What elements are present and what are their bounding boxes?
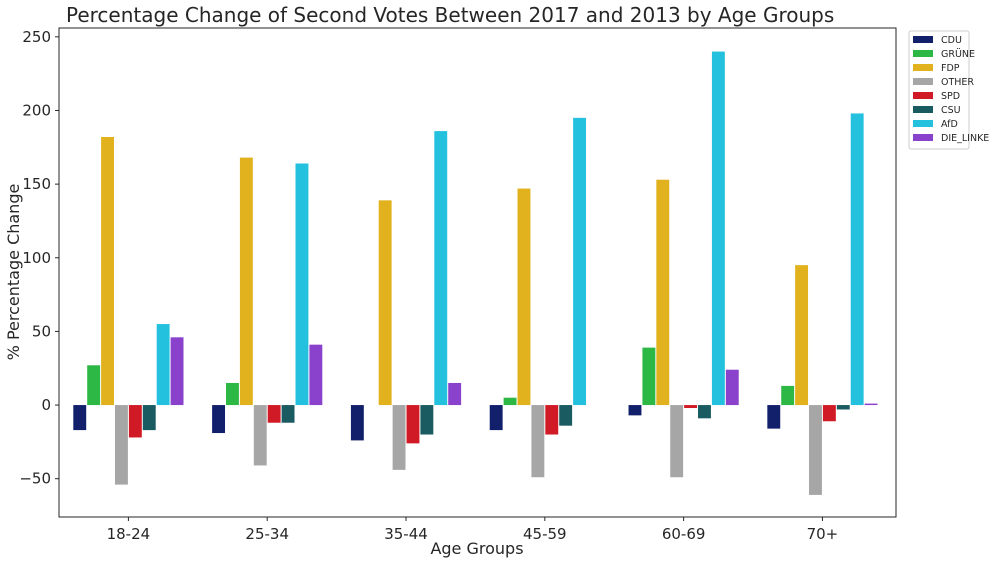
bar-other-25-34 <box>253 405 267 466</box>
x-tick-label: 18-24 <box>107 525 151 543</box>
bar-spd-60-69 <box>684 405 698 409</box>
legend-swatch-cdu <box>913 36 933 43</box>
bar-fdp-25-34 <box>239 157 253 406</box>
x-tick-label: 25-34 <box>245 525 289 543</box>
bar-die-linke-70+ <box>864 403 878 406</box>
legend-label-fdp: FDP <box>941 63 960 74</box>
bar-gr-ne-60-69 <box>642 347 656 406</box>
x-tick-label: 60-69 <box>662 525 706 543</box>
bar-die-linke-25-34 <box>309 344 323 406</box>
x-tick-label: 45-59 <box>523 525 567 543</box>
y-tick-label: 100 <box>22 249 51 267</box>
bar-fdp-45-59 <box>517 188 531 406</box>
bar-fdp-35-44 <box>378 200 392 406</box>
y-tick-label: 0 <box>41 396 51 414</box>
bar-other-60-69 <box>670 405 684 478</box>
bar-afd-18-24 <box>156 324 170 406</box>
bar-spd-35-44 <box>406 405 420 444</box>
bar-csu-60-69 <box>698 405 711 419</box>
bar-die-linke-18-24 <box>170 337 184 406</box>
legend-label-csu: CSU <box>941 105 961 116</box>
bar-spd-70+ <box>822 405 836 422</box>
legend-swatch-afd <box>913 120 933 127</box>
bar-fdp-60-69 <box>656 179 670 406</box>
legend-label-die-linke: DIE_LINKE <box>941 133 989 144</box>
y-tick-label: 200 <box>22 101 51 119</box>
legend-swatch-die-linke <box>913 134 933 141</box>
bar-spd-18-24 <box>128 405 142 438</box>
bar-cdu-25-34 <box>212 405 226 434</box>
bar-afd-25-34 <box>295 163 309 406</box>
bar-other-70+ <box>809 405 822 495</box>
legend-label-cdu: CDU <box>941 35 962 46</box>
legend: CDU GRÜNE FDP OTHER SPD CSU AfD DIE_LINKE <box>908 30 989 150</box>
legend-label-afd: AfD <box>941 119 958 130</box>
bar-fdp-70+ <box>795 265 809 406</box>
y-tick-label: 250 <box>22 28 51 46</box>
bar-spd-25-34 <box>267 405 281 423</box>
y-axis-label: % Percentage Change <box>4 184 23 361</box>
y-axis-ticks: −50 0 50 100 150 200 250 <box>19 28 59 488</box>
y-tick-label: −50 <box>19 470 51 488</box>
bar-cdu-70+ <box>767 405 781 429</box>
bar-gr-ne-45-59 <box>503 397 517 406</box>
bar-other-35-44 <box>392 405 406 470</box>
bar-afd-35-44 <box>434 131 448 406</box>
bar-gr-ne-18-24 <box>87 365 101 406</box>
y-tick-label: 150 <box>22 175 51 193</box>
bar-csu-45-59 <box>559 405 573 426</box>
bar-cdu-35-44 <box>350 405 364 441</box>
bar-gr-ne-25-34 <box>226 382 239 406</box>
bar-spd-45-59 <box>545 405 559 435</box>
legend-label-other: OTHER <box>941 77 974 88</box>
legend-swatch-other <box>913 78 933 85</box>
legend-swatch-gr-ne <box>913 50 933 57</box>
plot-frame <box>58 27 897 518</box>
bar-afd-60-69 <box>711 51 725 406</box>
bar-cdu-45-59 <box>489 405 503 431</box>
y-tick-label: 50 <box>32 322 51 340</box>
bar-other-18-24 <box>115 405 128 485</box>
bar-other-45-59 <box>531 405 545 478</box>
chart-title: Percentage Change of Second Votes Betwee… <box>66 3 834 27</box>
bar-die-linke-60-69 <box>725 369 739 406</box>
legend-swatch-csu <box>913 106 933 113</box>
x-axis-ticks: 18-24 25-34 35-44 45-59 60-69 70+ <box>107 517 839 543</box>
x-tick-label: 35-44 <box>384 525 428 543</box>
x-tick-label: 70+ <box>807 525 839 543</box>
legend-swatch-fdp <box>913 64 933 71</box>
bar-cdu-18-24 <box>73 405 87 431</box>
bar-cdu-60-69 <box>628 405 642 416</box>
bar-gr-ne-70+ <box>781 385 795 406</box>
bar-die-linke-35-44 <box>448 382 462 406</box>
bar-csu-25-34 <box>281 405 295 423</box>
legend-label-gr-ne: GRÜNE <box>941 49 975 60</box>
legend-swatch-spd <box>913 92 933 99</box>
bar-afd-45-59 <box>573 117 587 406</box>
bar-csu-35-44 <box>420 405 434 435</box>
legend-frame <box>908 30 970 150</box>
bar-afd-70+ <box>850 113 864 406</box>
bar-csu-70+ <box>836 405 850 410</box>
legend-label-spd: SPD <box>941 91 960 102</box>
x-axis-label: Age Groups <box>430 539 523 558</box>
bar-csu-18-24 <box>142 405 156 431</box>
bars-layer <box>73 51 878 495</box>
bar-fdp-18-24 <box>101 136 114 406</box>
